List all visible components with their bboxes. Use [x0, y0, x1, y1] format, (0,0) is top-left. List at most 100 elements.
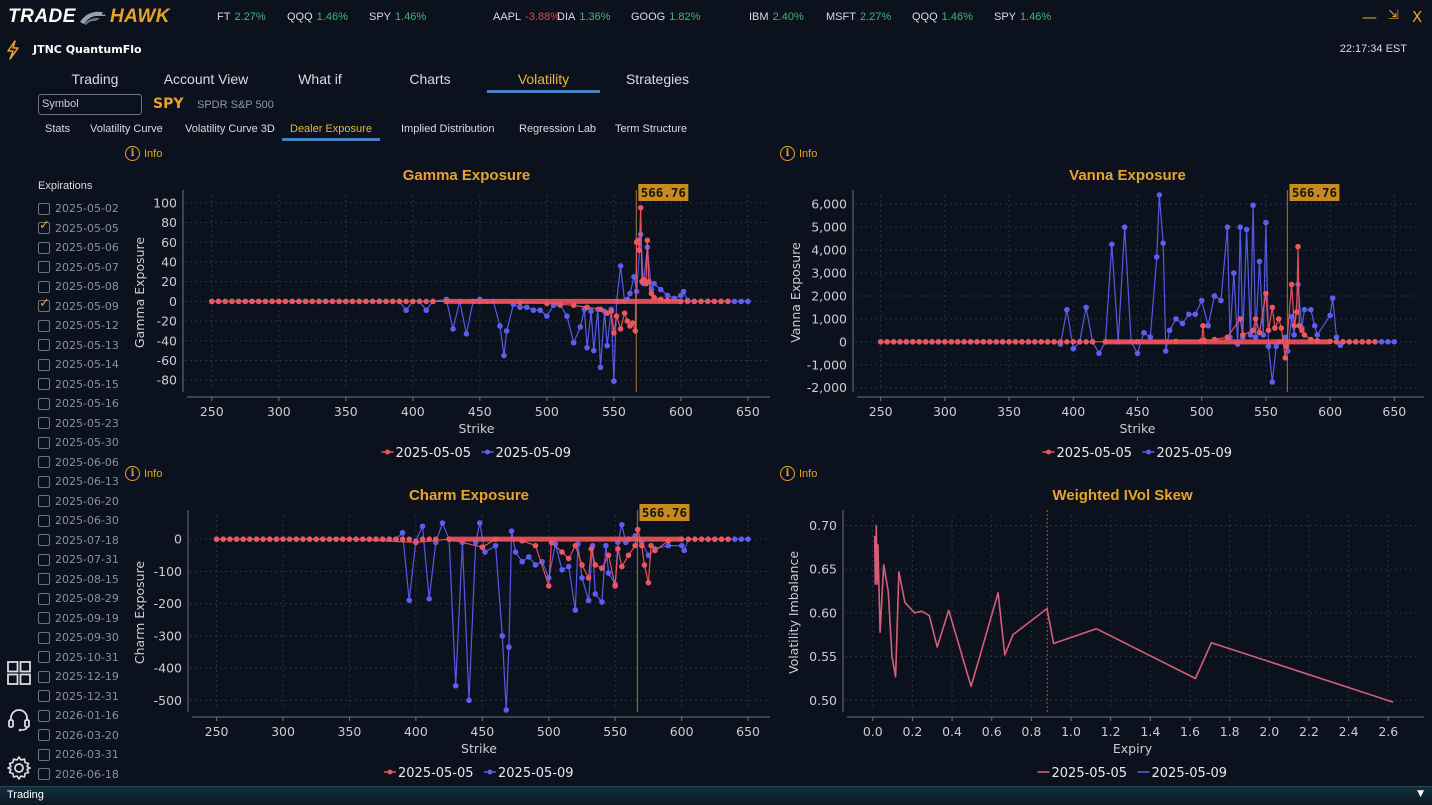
expiration-checkbox[interactable] — [38, 202, 50, 215]
minimize-button[interactable]: — — [1362, 8, 1377, 26]
expiration-item[interactable]: 2025-05-30 — [38, 433, 119, 453]
expiration-checkbox[interactable] — [38, 358, 50, 371]
sub-tab-stats[interactable]: Stats — [45, 123, 71, 135]
expiration-item[interactable]: 2025-05-23 — [38, 414, 119, 434]
data-point — [316, 298, 322, 305]
expiration-checkbox[interactable] — [38, 592, 50, 605]
expiration-checkbox[interactable] — [38, 514, 50, 527]
expiration-item[interactable]: 2025-05-15 — [38, 375, 119, 395]
expiration-item[interactable]: 2025-06-13 — [38, 472, 119, 492]
main-tab-strategies[interactable]: Strategies — [625, 71, 690, 87]
expiration-item[interactable]: 2025-09-30 — [38, 628, 119, 648]
expiration-item[interactable]: 2025-08-15 — [38, 570, 119, 590]
expiration-checkbox[interactable] — [38, 319, 50, 332]
ticker-item[interactable]: SPY 1.46% — [369, 11, 426, 23]
expiration-checkbox[interactable] — [38, 436, 50, 449]
expiration-checkbox[interactable] — [38, 475, 50, 488]
expiration-item[interactable]: 2025-09-19 — [38, 609, 119, 629]
expiration-item[interactable]: 2025-05-08 — [38, 277, 119, 297]
sub-tab-implied-distribution[interactable]: Implied Distribution — [401, 123, 495, 135]
expiration-item[interactable]: 2025-12-19 — [38, 667, 119, 687]
main-tab-what-if[interactable]: What if — [298, 71, 342, 87]
expiration-checkbox[interactable] — [38, 631, 50, 644]
expiration-checkbox[interactable] — [38, 573, 50, 586]
expiration-item[interactable]: 2025-05-06 — [38, 238, 119, 258]
close-button[interactable]: X — [1412, 8, 1423, 26]
ticker-item[interactable]: QQQ 1.46% — [912, 11, 973, 23]
symbol-input[interactable]: Symbol — [38, 94, 142, 115]
expiration-item[interactable]: 2025-10-31 — [38, 648, 119, 668]
ticker-item[interactable]: IBM 2.40% — [749, 11, 804, 23]
expiration-checkbox[interactable] — [38, 651, 50, 664]
sub-tab-dealer-exposure[interactable]: Dealer Exposure — [282, 120, 380, 141]
expiration-checkbox[interactable] — [38, 397, 50, 410]
expiration-item[interactable]: 2025-05-13 — [38, 336, 119, 356]
charm-info-button[interactable]: i Info — [125, 466, 162, 481]
expiration-item[interactable]: 2025-05-07 — [38, 258, 119, 278]
headset-support-icon[interactable] — [6, 707, 32, 733]
expiration-checkbox[interactable] — [38, 670, 50, 683]
settings-gear-icon[interactable] — [6, 755, 32, 781]
expiration-item[interactable]: 2025-05-16 — [38, 394, 119, 414]
vanna-info-button[interactable]: i Info — [780, 146, 817, 161]
expiration-item[interactable]: 2025-06-30 — [38, 511, 119, 531]
expiration-item[interactable]: 2025-06-20 — [38, 492, 119, 512]
expiration-checkbox[interactable] — [38, 218, 50, 235]
dashboard-grid-icon[interactable] — [6, 660, 32, 686]
ticker-item[interactable]: GOOG 1.82% — [631, 11, 700, 23]
x-tick-label: 500 — [537, 724, 561, 739]
expiration-checkbox[interactable] — [38, 280, 50, 293]
main-tab-volatility[interactable]: Volatility — [487, 66, 600, 93]
expiration-item[interactable]: 2026-03-31 — [38, 745, 119, 765]
expiration-item[interactable]: 2026-03-20 — [38, 726, 119, 746]
data-point — [466, 697, 472, 704]
ticker-item[interactable]: QQQ 1.46% — [287, 11, 348, 23]
main-tab-account-view[interactable]: Account View — [163, 71, 249, 87]
expiration-item[interactable]: 2025-12-31 — [38, 687, 119, 707]
expiration-item[interactable]: 2025-05-14 — [38, 355, 119, 375]
expiration-checkbox[interactable] — [38, 417, 50, 430]
main-tab-charts[interactable]: Charts — [409, 71, 451, 87]
expiration-item[interactable]: 2025-07-31 — [38, 550, 119, 570]
expiration-item[interactable]: 2025-05-09 — [38, 296, 119, 317]
expiration-item[interactable]: 2025-06-06 — [38, 453, 119, 473]
main-tab-trading[interactable]: Trading — [71, 71, 119, 87]
ticker-item[interactable]: FT 2.27% — [217, 11, 266, 23]
gamma-info-button[interactable]: i Info — [125, 146, 162, 161]
ticker-item[interactable]: DIA 1.36% — [557, 11, 611, 23]
expiration-item[interactable]: 2025-05-12 — [38, 316, 119, 336]
expiration-checkbox[interactable] — [38, 241, 50, 254]
expiration-checkbox[interactable] — [38, 709, 50, 722]
expiration-checkbox[interactable] — [38, 729, 50, 742]
expiration-checkbox[interactable] — [38, 553, 50, 566]
expiration-checkbox[interactable] — [38, 378, 50, 391]
ticker-item[interactable]: AAPL -3.88% — [493, 11, 560, 23]
expiration-item[interactable]: 2025-08-29 — [38, 589, 119, 609]
restore-button[interactable]: ⇲ — [1388, 8, 1399, 23]
expiration-checkbox[interactable] — [38, 690, 50, 703]
expiration-checkbox[interactable] — [38, 748, 50, 761]
expiration-checkbox[interactable] — [38, 495, 50, 508]
expiration-checkbox[interactable] — [38, 612, 50, 625]
expiration-checkbox[interactable] — [38, 296, 50, 313]
expiration-item[interactable]: 2025-05-05 — [38, 218, 119, 239]
sub-tab-term-structure[interactable]: Term Structure — [615, 123, 688, 135]
data-point — [1295, 281, 1301, 288]
skew-info-button[interactable]: i Info — [780, 466, 817, 481]
expiration-checkbox[interactable] — [38, 456, 50, 469]
ticker-item[interactable]: SPY 1.46% — [994, 11, 1051, 23]
ticker-item[interactable]: MSFT 2.27% — [826, 11, 891, 23]
sub-tab-volatility-curve[interactable]: Volatility Curve — [90, 123, 163, 135]
expiration-item[interactable]: 2026-01-16 — [38, 706, 119, 726]
expiration-checkbox[interactable] — [38, 768, 50, 781]
expiration-item[interactable]: 2026-06-18 — [38, 765, 119, 785]
expiration-checkbox[interactable] — [38, 534, 50, 547]
expiration-checkbox[interactable] — [38, 261, 50, 274]
expiration-item[interactable]: 2025-07-18 — [38, 531, 119, 551]
sub-tab-regression-lab[interactable]: Regression Lab — [519, 123, 597, 135]
expiration-item[interactable]: 2025-05-02 — [38, 199, 119, 219]
status-expand-icon[interactable]: ▼ — [1417, 789, 1424, 799]
expiration-checkbox[interactable] — [38, 339, 50, 352]
data-point — [289, 298, 296, 305]
sub-tab-volatility-curve-3d[interactable]: Volatility Curve 3D — [185, 123, 275, 135]
